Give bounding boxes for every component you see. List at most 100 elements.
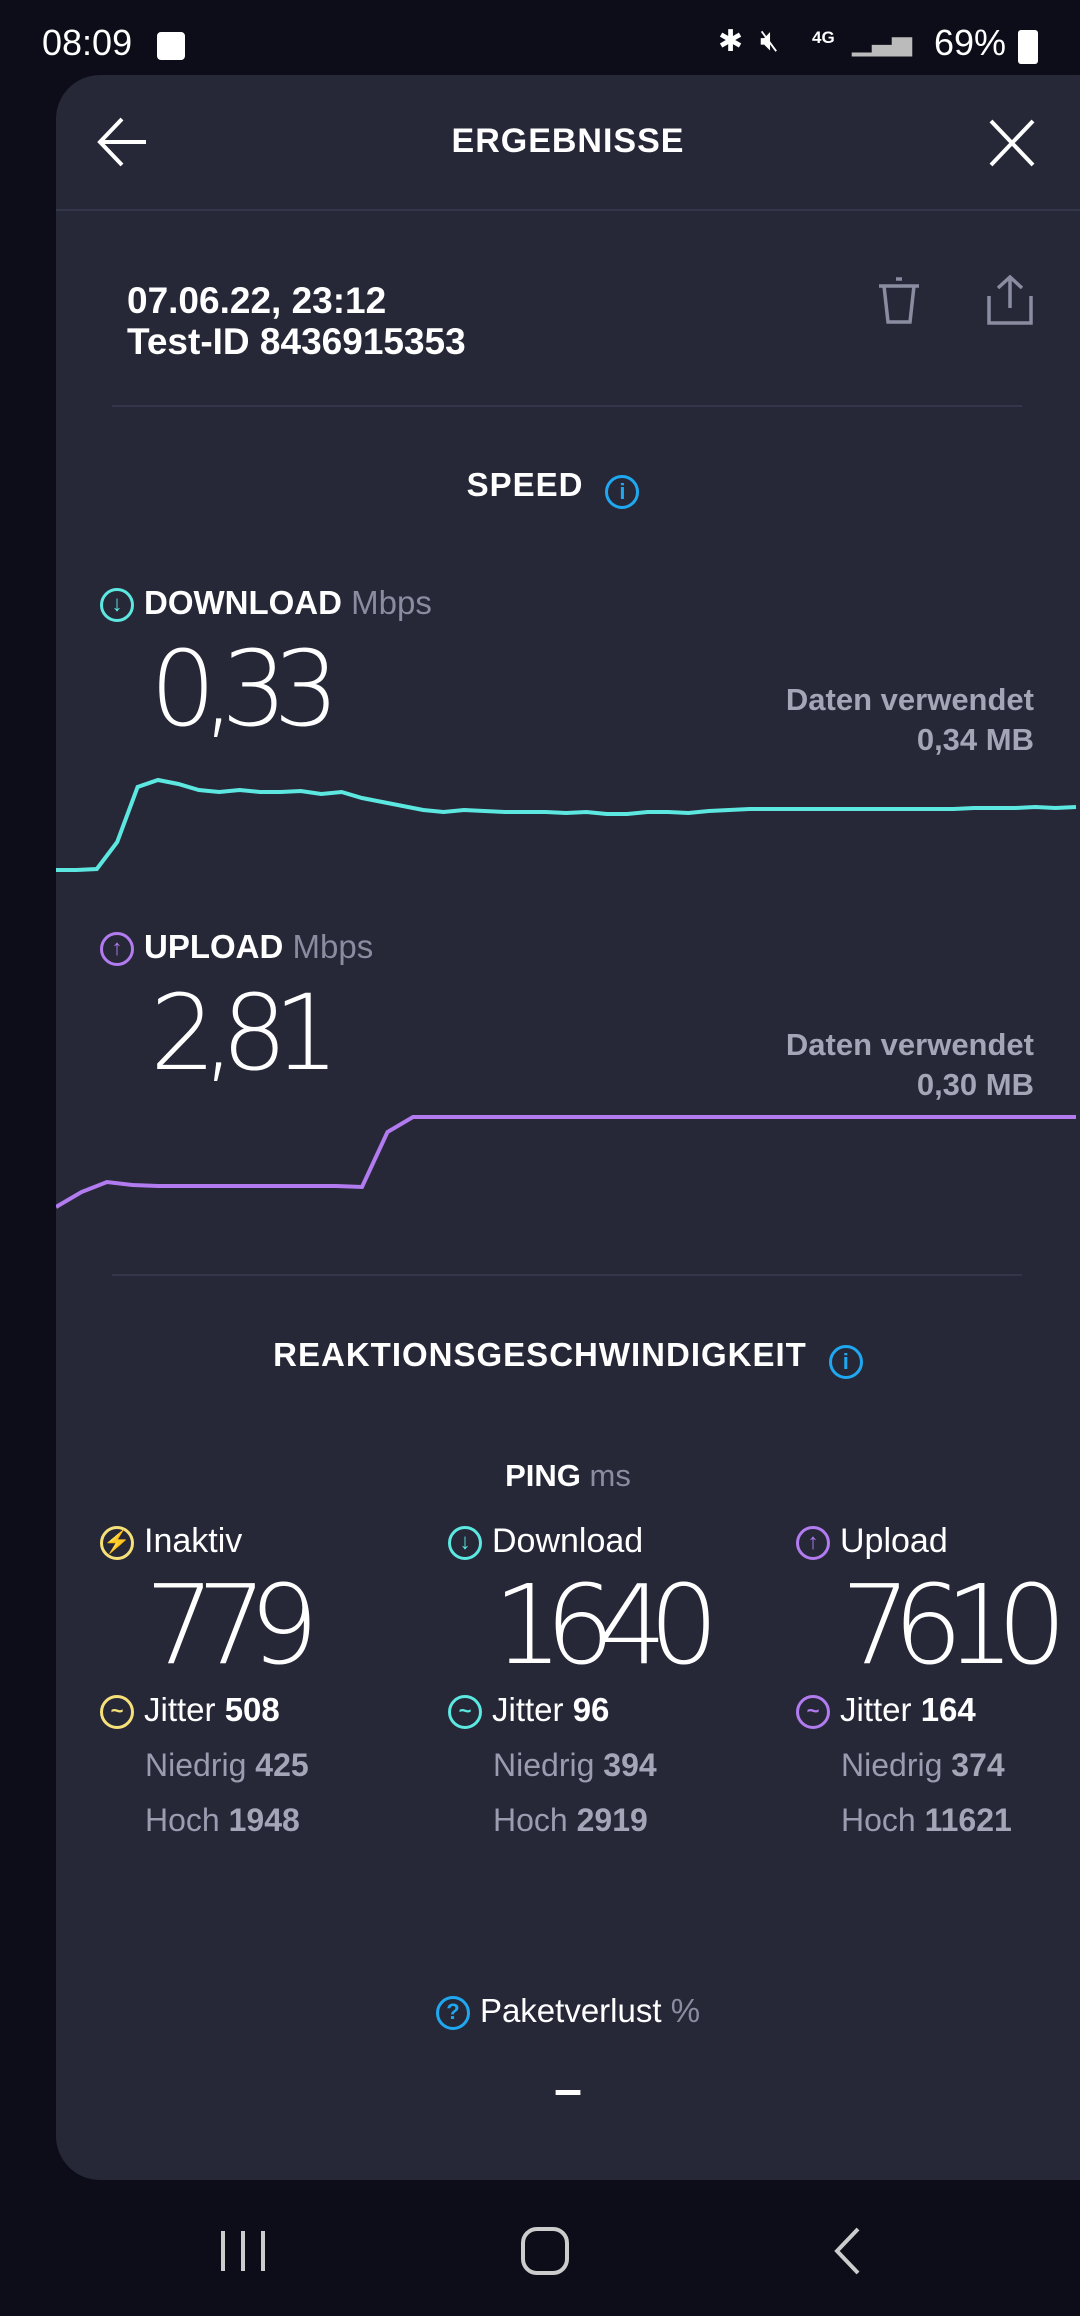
divider: [112, 1274, 1022, 1276]
ping-label: Upload: [840, 1522, 948, 1560]
download-unit: Mbps: [351, 584, 432, 621]
upload-arrow-icon: ↑: [100, 932, 134, 967]
ping-value: 779: [145, 1561, 319, 1689]
status-time: 08:09: [42, 22, 133, 63]
upload-title: UPLOAD: [144, 928, 284, 965]
jitter: ~ Jitter 96: [448, 1691, 728, 1730]
data-used-value: 0,34 MB: [916, 722, 1034, 757]
ping-low-label: Niedrig: [145, 1747, 247, 1784]
packet-loss-value: –: [554, 2061, 582, 2117]
jitter-icon: ~: [448, 1695, 482, 1730]
ping-jitter-label: Jitter: [840, 1691, 912, 1728]
speed-title: SPEED: [466, 466, 584, 503]
ping-low: 394: [603, 1747, 657, 1784]
ping-label: Download: [492, 1522, 644, 1560]
jitter-icon: ~: [796, 1695, 830, 1730]
ping-jitter-label: Jitter: [492, 1691, 564, 1728]
ping-type-icon: ⚡: [100, 1526, 134, 1561]
ping-high-label: Hoch: [493, 1802, 568, 1839]
ping-high: 11621: [924, 1802, 1012, 1839]
download-label: ↓ DOWNLOAD Mbps: [100, 584, 432, 623]
navigation-bar: [0, 2180, 1080, 2316]
home-icon[interactable]: [520, 2226, 570, 2276]
packet-loss-unit: %: [670, 1992, 701, 2029]
gallery-notification-icon: [157, 32, 185, 60]
close-icon[interactable]: [988, 118, 1036, 168]
speed-section-title: SPEED i: [56, 466, 1080, 509]
help-icon[interactable]: ?: [435, 1996, 470, 2031]
ping-column: ↑ Upload 7610 ~ Jitter 164 Niedrig 374 Hoc…: [796, 1522, 1076, 1839]
test-id: Test-ID 8436915353: [127, 321, 466, 362]
test-info: 07.06.22, 23:12 Test-ID 8436915353: [127, 280, 466, 362]
ping-high: Hoch 1948: [145, 1802, 380, 1839]
status-bar: 08:09 ✱ 🔇︎ 4G ▁▃▅ 69%: [0, 0, 1080, 75]
upload-graph-line: [56, 1115, 1076, 1209]
signal-icon: ▁▃▅: [852, 26, 912, 56]
page-title: ERGEBNISSE: [451, 122, 685, 160]
info-icon[interactable]: i: [605, 474, 640, 509]
ping-low-label: Niedrig: [841, 1747, 943, 1784]
ping-high: Hoch 11621: [841, 1802, 1076, 1839]
delete-icon[interactable]: [876, 276, 922, 326]
info-icon[interactable]: i: [828, 1344, 863, 1379]
battery-icon: [1018, 30, 1038, 64]
ping-low: 374: [951, 1747, 1005, 1784]
ping-jitter: 508: [224, 1691, 280, 1728]
ping-high: 1948: [228, 1802, 300, 1839]
ping-column-label: ↑ Upload: [796, 1522, 1076, 1561]
ping-value: 1640: [493, 1561, 719, 1689]
packet-loss: ? Paketverlust %: [56, 1992, 1080, 2031]
share-icon[interactable]: [986, 274, 1034, 326]
ping-high-label: Hoch: [841, 1802, 916, 1839]
recent-apps-icon[interactable]: [218, 2228, 268, 2274]
ping-type-icon: ↓: [448, 1526, 482, 1561]
data-used-value: 0,30 MB: [916, 1067, 1034, 1102]
ping-value: 7610: [841, 1561, 1067, 1689]
download-value: 0,33: [150, 628, 340, 750]
ping-low: Niedrig 394: [493, 1747, 728, 1784]
ping-column: ↓ Download 1640 ~ Jitter 96 Niedrig 394 Ho…: [448, 1522, 728, 1839]
ping-low: Niedrig 425: [145, 1747, 380, 1784]
upload-data-used: Daten verwendet 0,30 MB: [786, 1025, 1034, 1105]
upload-unit: Mbps: [292, 928, 374, 965]
upload-label: ↑ UPLOAD Mbps: [100, 928, 374, 967]
ping-high: 2919: [576, 1802, 648, 1839]
upload-value: 2,81: [150, 972, 340, 1094]
results-panel: [56, 75, 1080, 2180]
back-arrow-icon[interactable]: [96, 116, 152, 168]
jitter: ~ Jitter 164: [796, 1691, 1076, 1730]
packet-loss-label: Paketverlust: [479, 1992, 662, 2029]
bluetooth-icon: ✱: [718, 25, 744, 58]
ping-jitter-label: Jitter: [144, 1691, 216, 1728]
ping-column: ⚡ Inaktiv 779 ~ Jitter 508 Niedrig 425 Hoc…: [100, 1522, 380, 1839]
battery-percent: 69%: [934, 22, 1007, 63]
download-title: DOWNLOAD: [144, 584, 342, 621]
ping-label: PING: [505, 1458, 581, 1493]
download-data-used: Daten verwendet 0,34 MB: [786, 680, 1034, 760]
ping-type-icon: ↑: [796, 1526, 830, 1561]
ping-jitter: 96: [572, 1691, 610, 1728]
jitter: ~ Jitter 508: [100, 1691, 380, 1730]
ping-low-label: Niedrig: [493, 1747, 595, 1784]
ping-column-label: ⚡ Inaktiv: [100, 1522, 380, 1561]
latency-section-title: REAKTIONSGESCHWINDIGKEIT i: [56, 1336, 1080, 1379]
back-icon[interactable]: [832, 2226, 862, 2276]
ping-low: 425: [255, 1747, 309, 1784]
download-arrow-icon: ↓: [100, 588, 134, 623]
ping-high-label: Hoch: [145, 1802, 220, 1839]
ping-unit: ms: [589, 1458, 631, 1493]
ping-jitter: 164: [920, 1691, 976, 1728]
data-used-label: Daten verwendet: [785, 682, 1034, 717]
header-divider: [56, 209, 1080, 211]
mute-icon: 🔇︎: [760, 24, 779, 57]
ping-low: Niedrig 374: [841, 1747, 1076, 1784]
divider: [112, 405, 1022, 407]
upload-speed-graph: [56, 1115, 1076, 1209]
download-graph-line: [56, 777, 1077, 872]
test-datetime: 07.06.22, 23:12: [127, 280, 387, 321]
ping-label: Inaktiv: [144, 1522, 243, 1560]
network-type: 4G: [812, 28, 835, 47]
ping-header: PING ms: [56, 1458, 1080, 1494]
latency-title: REAKTIONSGESCHWINDIGKEIT: [273, 1336, 807, 1373]
jitter-icon: ~: [100, 1695, 134, 1730]
